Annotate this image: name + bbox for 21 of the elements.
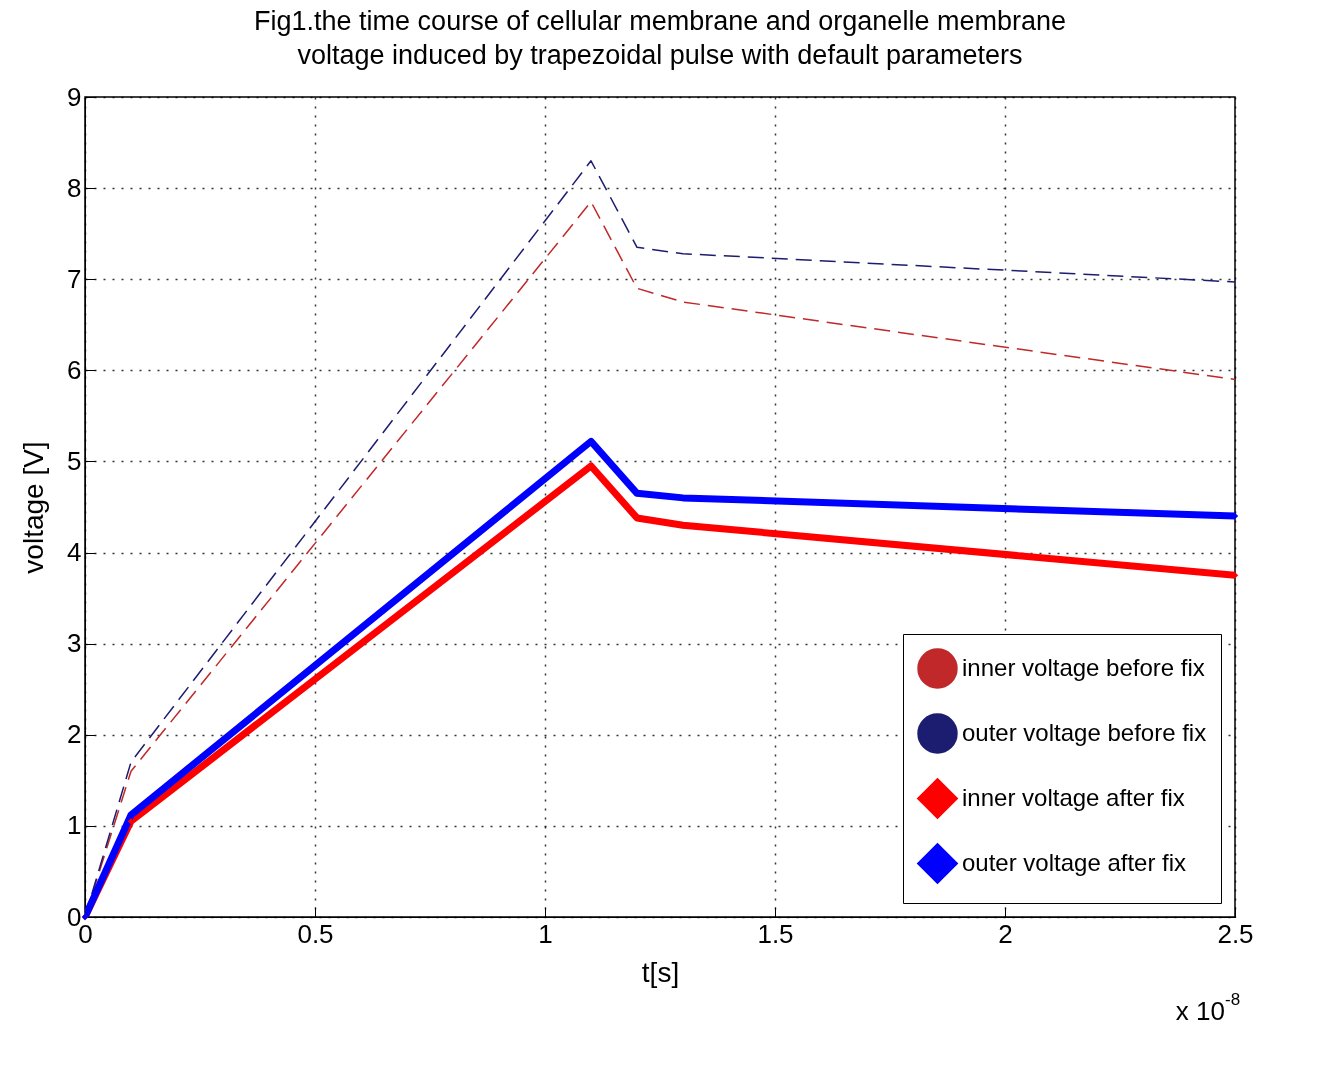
x-tick-label: 2 (998, 918, 1013, 949)
y-tick-label: 6 (67, 354, 82, 385)
y-tick-label: 4 (67, 537, 82, 568)
legend-label: inner voltage before fix (962, 653, 1205, 681)
x-tick-label: 2.5 (1217, 918, 1254, 949)
legend-label: outer voltage before fix (962, 718, 1207, 746)
legend-label: inner voltage after fix (962, 783, 1185, 811)
y-axis-title: voltage [V] (18, 441, 50, 574)
y-tick-label: 3 (67, 628, 82, 659)
y-tick-label: 7 (67, 263, 82, 294)
y-tick-label: 8 (67, 172, 82, 203)
y-tick-label: 5 (67, 445, 82, 476)
x-tick-label: 1 (538, 918, 553, 949)
y-tick-label: 9 (67, 81, 82, 112)
chart-title: Fig1.the time course of cellular membrane and organelle membrane voltage induced by trapezoidal pulse with default parameters (254, 6, 1066, 70)
y-tick-label: 1 (67, 810, 82, 841)
x-tick-label: 0.5 (297, 918, 334, 949)
x-tick-label: 1.5 (757, 918, 794, 949)
x-axis-title: t[s] (641, 956, 680, 988)
y-tick-label: 2 (67, 719, 82, 750)
legend-label: outer voltage after fix (962, 848, 1187, 876)
